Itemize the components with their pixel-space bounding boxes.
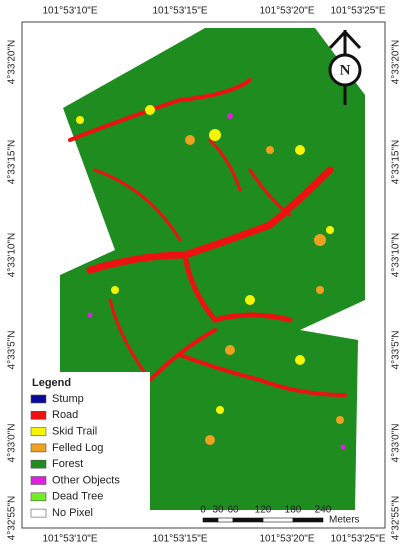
scale-tick-label: 240 — [315, 505, 332, 516]
y-coord-label: 4°33'20"N — [391, 40, 402, 85]
legend-swatch — [30, 427, 47, 436]
scale-segment — [292, 517, 324, 523]
north-label: N — [340, 62, 351, 78]
north-arrow — [328, 29, 362, 105]
legend-swatch — [30, 459, 47, 469]
scale-segment — [232, 517, 264, 523]
legend-label: Dead Tree — [52, 491, 103, 503]
scale-tick-label: 180 — [285, 505, 302, 516]
legend-swatch — [30, 443, 47, 453]
legend-label: Forest — [52, 458, 83, 470]
x-coord-label: 101°53'20"E — [259, 6, 314, 17]
scale-tick-label: 120 — [255, 505, 272, 516]
y-coord-label: 4°33'5"N — [391, 331, 402, 370]
legend: Legend Stump Road Skid Trail Felled Log Fore… — [24, 372, 150, 526]
legend-label: Road — [52, 409, 78, 421]
scale-tick-label: 0 — [200, 505, 206, 516]
x-coord-label: 101°53'25"E — [330, 6, 385, 17]
legend-swatch — [30, 476, 47, 485]
legend-label: Stump — [52, 393, 84, 405]
y-coord-label: 4°33'15"N — [391, 140, 402, 185]
skid-trails — [76, 105, 334, 414]
x-coord-label: 101°53'20"E — [259, 534, 314, 545]
scale-segment — [262, 517, 294, 523]
y-coord-label: 4°33'0"N — [7, 424, 18, 463]
legend-swatch — [30, 492, 47, 502]
x-coord-label: 101°53'10"E — [42, 6, 97, 17]
legend-label: Felled Log — [52, 442, 103, 454]
y-coord-label: 4°33'10"N — [7, 233, 18, 278]
scale-unit: Meters — [329, 515, 360, 526]
scale-tick-label: 30 — [212, 505, 224, 516]
x-coord-label: 101°53'25"E — [330, 534, 385, 545]
legend-swatch — [30, 508, 47, 518]
y-coord-label: 4°33'0"N — [391, 424, 402, 463]
y-coord-label: 4°33'10"N — [391, 233, 402, 278]
y-coord-label: 4°32'55"N — [391, 496, 402, 541]
x-coord-label: 101°53'15"E — [152, 6, 207, 17]
x-coord-label: 101°53'15"E — [152, 534, 207, 545]
legend-label: Skid Trail — [52, 426, 97, 438]
other-objects — [87, 113, 346, 450]
y-coord-label: 4°33'15"N — [7, 140, 18, 185]
legend-label: Other Objects — [52, 474, 120, 486]
x-coord-label: 101°53'10"E — [42, 534, 97, 545]
scale-segment — [217, 517, 234, 523]
scale-segment — [202, 517, 219, 523]
legend-swatch — [30, 410, 47, 420]
legend-title: Legend — [32, 377, 71, 389]
legend-label: No Pixel — [52, 507, 93, 519]
y-coord-label: 4°33'5"N — [7, 331, 18, 370]
y-coord-label: 4°33'20"N — [7, 40, 18, 85]
felled-logs — [185, 135, 344, 445]
y-coord-label: 4°32'55"N — [7, 496, 18, 541]
legend-swatch — [30, 394, 47, 404]
scale-tick-label: 60 — [227, 505, 239, 516]
